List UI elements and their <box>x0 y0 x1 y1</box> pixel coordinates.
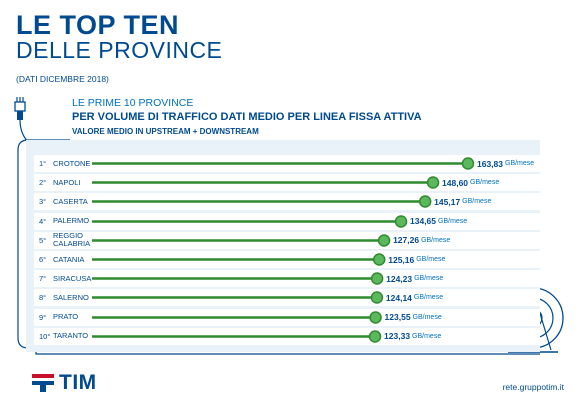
category-label: REGGIO CALABRIA <box>53 231 91 249</box>
bar-mark <box>92 330 382 343</box>
unit-label: GB/mese <box>414 275 444 283</box>
bar-mark <box>92 291 384 305</box>
rank-label: 9° <box>39 312 47 322</box>
table-row: 7° SIRACUSA 124,23 GB/mese <box>34 270 540 288</box>
unit-label: GB/mese <box>438 217 468 225</box>
chart-title: PER VOLUME DI TRAFFICO DATI MEDIO PER LI… <box>72 111 422 123</box>
unit-label: GB/mese <box>505 160 535 167</box>
bar-mark <box>92 214 408 228</box>
bar-mark <box>92 157 475 170</box>
rank-label: 8° <box>39 293 47 303</box>
rank-label: 6° <box>39 255 47 264</box>
category-label: TARANTO <box>53 331 89 341</box>
value-label: 145,17 GB/mese <box>434 196 492 207</box>
chart-note: VALORE MEDIO IN UPSTREAM + DOWNSTREAM <box>72 127 259 136</box>
unit-label: GB/mese <box>413 294 444 302</box>
rank-label: 4° <box>39 216 47 226</box>
table-row: 3° CASERTA 145,17 GB/mese <box>34 193 540 211</box>
bar-dot <box>418 195 432 209</box>
bar-dot <box>377 234 391 247</box>
bar-dot <box>372 253 386 266</box>
unit-label: GB/mese <box>412 313 442 321</box>
table-row: 4° PALERMO 134,65 GB/mese <box>34 212 540 230</box>
footer-url: rete.gruppotim.it <box>502 382 564 392</box>
value-label: 148,60 GB/mese <box>442 177 500 188</box>
bar-mark <box>92 195 432 209</box>
rank-label: 7° <box>39 274 47 284</box>
category-label: SALERNO <box>53 292 89 302</box>
plug-icon <box>14 97 26 120</box>
value-label: 124,14 GB/mese <box>385 292 444 303</box>
bar-dot <box>394 214 408 228</box>
rank-label: 10° <box>39 331 51 341</box>
category-label: PALERMO <box>53 216 90 226</box>
table-row: 8° SALERNO 124,14 GB/mese <box>34 289 540 307</box>
value-label: 163,83 GB/mese <box>477 158 535 169</box>
value-label: 127,26 GB/mese <box>393 235 451 246</box>
table-row: 10° TARANTO 123,33 GB/mese <box>34 327 540 345</box>
unit-label: GB/mese <box>416 256 446 263</box>
value-label: 125,16 GB/mese <box>388 254 446 265</box>
rank-label: 5° <box>39 235 47 245</box>
chart-subtitle: LE PRIME 10 PROVINCE <box>72 97 194 109</box>
bar-dot <box>369 310 382 324</box>
bar-dot <box>368 330 382 343</box>
table-row: 2° NAPOLI 148,60 GB/mese <box>34 174 540 192</box>
bar-mark <box>92 310 382 324</box>
unit-label: GB/mese <box>421 236 451 244</box>
page-title: LE TOP TEN <box>16 10 180 40</box>
rank-label: 3° <box>39 197 47 207</box>
bar-mark <box>92 272 384 285</box>
bar-mark <box>92 234 391 247</box>
unit-label: GB/mese <box>470 179 500 187</box>
table-row: 1° CROTONE 163,83 GB/mese <box>34 155 540 172</box>
category-label: SIRACUSA <box>53 273 92 283</box>
unit-label: GB/mese <box>462 198 492 206</box>
bar-dot <box>370 272 384 285</box>
bar-mark <box>92 176 440 189</box>
bar-mark <box>92 253 386 266</box>
rank-label: 1° <box>39 159 47 168</box>
category-label: CROTONE <box>53 158 91 168</box>
bar-dot <box>370 291 384 305</box>
table-row: 6° CATANIA 125,16 GB/mese <box>34 251 540 268</box>
bar-dot <box>426 176 440 189</box>
value-label: 123,33 GB/mese <box>384 331 442 342</box>
page-subtitle: DELLE PROVINCE <box>16 37 223 63</box>
unit-label: GB/mese <box>412 332 442 340</box>
tim-logo-icon <box>32 374 54 392</box>
value-label: 123,55 GB/mese <box>384 312 442 323</box>
value-label: 134,65 GB/mese <box>410 216 468 227</box>
value-label: 124,23 GB/mese <box>386 273 444 284</box>
category-label: NAPOLI <box>53 177 81 187</box>
data-date-note: (DATI DICEMBRE 2018) <box>16 74 109 84</box>
bar-dot <box>461 157 475 170</box>
category-label: CATANIA <box>53 254 85 264</box>
rank-label: 2° <box>39 178 47 188</box>
table-row: 9° PRATO 123,55 GB/mese <box>34 308 540 326</box>
tim-logo: TIM <box>32 371 97 395</box>
category-label: CASERTA <box>53 196 88 206</box>
category-label: PRATO <box>53 312 79 322</box>
logo-text: TIM <box>59 371 97 394</box>
table-row: 5° REGGIO CALABRIA 127,26 GB/mese <box>34 231 540 249</box>
